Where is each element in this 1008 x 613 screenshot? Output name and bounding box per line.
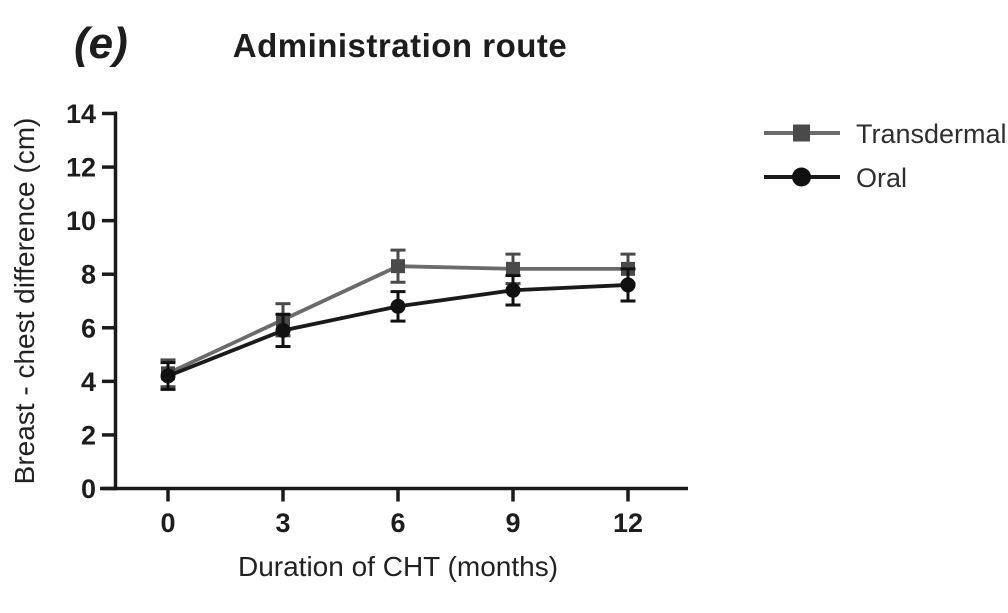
legend-label-oral: Oral [856,163,907,193]
legend-square-marker-icon [793,124,810,142]
y-tick-label: 12 [66,153,96,183]
y-tick-label: 4 [81,367,96,397]
panel-label: (e) [74,19,128,68]
square-marker-icon [391,259,405,274]
y-ticks: 0 2 4 6 8 10 12 14 [66,99,116,504]
y-tick-label: 2 [81,420,96,450]
y-tick-label: 14 [66,99,96,129]
y-tick-label: 6 [81,313,96,343]
legend-label-transdermal: Transdermal [856,119,1007,149]
circle-marker-icon [275,322,291,338]
series-oral [160,267,636,391]
y-tick-label: 10 [66,206,96,236]
axes [100,111,688,491]
square-marker-icon [506,261,520,276]
y-tick-label: 8 [81,260,96,290]
legend-item-transdermal: Transdermal [764,119,1007,149]
series-layer [160,248,636,391]
y-tick-label: 0 [81,474,96,504]
x-tick-label: 3 [275,508,290,538]
legend: Transdermal Oral [764,119,1007,193]
x-tick-label: 9 [505,508,520,538]
circle-marker-icon [160,368,176,384]
circle-marker-icon [620,277,636,293]
y-axis-label: Breast - chest difference (cm) [9,118,40,485]
chart-title: Administration route [233,27,568,64]
legend-circle-marker-icon [792,167,811,187]
x-ticks: 0 3 6 9 12 [160,488,643,538]
x-axis-label: Duration of CHT (months) [238,551,558,582]
circle-marker-icon [505,282,521,298]
x-tick-label: 6 [390,508,405,538]
x-tick-label: 0 [160,508,175,538]
circle-marker-icon [390,298,406,314]
legend-item-oral: Oral [764,163,907,193]
x-tick-label: 12 [613,508,643,538]
